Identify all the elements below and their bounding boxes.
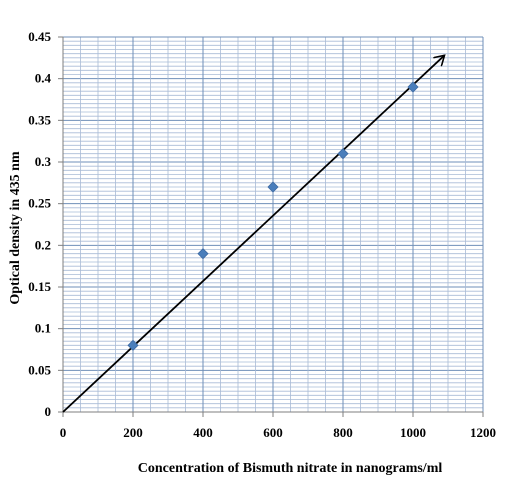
x-tick-label: 1000	[400, 425, 426, 440]
y-tick-label: 0.25	[28, 196, 51, 211]
data-point	[197, 248, 209, 260]
y-tick-label: 0	[45, 404, 52, 419]
x-tick-label: 800	[333, 425, 353, 440]
trend-line-arrow	[62, 55, 445, 413]
data-point	[267, 181, 279, 193]
data-point	[337, 148, 349, 160]
data-points	[127, 81, 419, 351]
x-tick-labels: 0 200 400 600 800 1000 1200	[60, 425, 496, 440]
data-point	[127, 339, 139, 351]
y-axis-title: Optical density in 435 nm	[8, 151, 23, 305]
axes	[58, 36, 484, 417]
y-tick-labels: 0 0.05 0.1 0.15 0.2 0.25 0.3 0.35 0.4 0.45	[28, 29, 51, 419]
y-tick-label: 0.1	[35, 321, 51, 336]
x-tick-label: 0	[60, 425, 67, 440]
y-tick-label: 0.05	[28, 362, 51, 377]
grid	[63, 36, 484, 412]
y-tick-label: 0.3	[35, 154, 52, 169]
x-axis-title: Concentration of Bismuth nitrate in nano…	[138, 461, 443, 476]
x-tick-label: 600	[263, 425, 283, 440]
data-point	[407, 81, 419, 93]
x-tick-label: 1200	[470, 425, 496, 440]
x-tick-label: 400	[193, 425, 213, 440]
y-tick-label: 0.35	[28, 112, 51, 127]
trendline	[62, 55, 445, 413]
y-tick-label: 0.2	[35, 237, 51, 252]
x-tick-label: 200	[123, 425, 143, 440]
y-tick-label: 0.4	[35, 71, 52, 86]
y-tick-label: 0.45	[28, 29, 51, 44]
y-tick-label: 0.15	[28, 279, 51, 294]
